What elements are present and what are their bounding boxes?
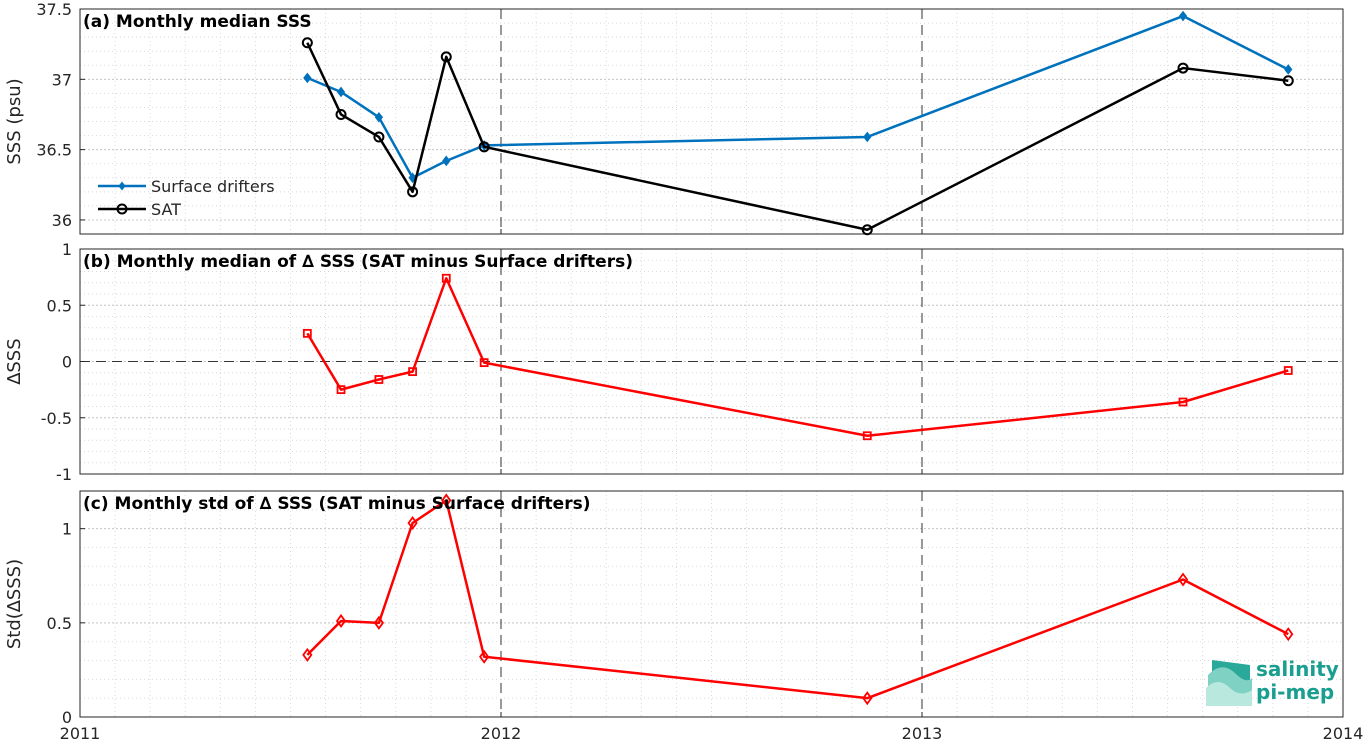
logo-line1: salinity [1256, 657, 1339, 681]
grid-layer [80, 8, 1343, 718]
panel-3-ytick-label: 1 [62, 520, 72, 539]
legend-label: Surface drifters [151, 177, 275, 196]
panel-3-ytick-label: 0.5 [47, 614, 72, 633]
panel-2-ytick-label: 1 [62, 240, 72, 259]
panel-2-point [408, 367, 417, 377]
panel-2-point [1283, 366, 1293, 375]
panel-1-point [863, 131, 872, 143]
panel-1-frame [79, 8, 1344, 235]
panel-1-point [1284, 64, 1293, 75]
panel-3-point [479, 649, 490, 664]
panel-1-point [301, 37, 313, 49]
panel-3-ylabel: Std(∆SSS) [4, 559, 25, 649]
panel-3-point [335, 613, 347, 628]
panel-2-ytick-label: -0.5 [41, 409, 72, 428]
panel-1-ytick-label: 37 [52, 70, 72, 89]
data-layer [301, 10, 1294, 706]
panel-1-point [1178, 10, 1188, 22]
panel-3-point [373, 615, 385, 630]
panel-1-point [335, 108, 347, 120]
xtick-label: 2012 [481, 724, 522, 743]
panel-2-ytick-label: 0 [62, 353, 72, 372]
panel-2-point [479, 358, 489, 368]
panel-1-point [407, 186, 419, 198]
panel-1-series-2-line [306, 42, 1289, 232]
panel-3-point [862, 691, 873, 706]
panel-3-point [1283, 627, 1294, 642]
xtick-label: 2013 [902, 724, 943, 743]
panel-1-title: (a) Monthly median SSS [83, 12, 312, 32]
panel-1-ytick-label: 36 [52, 211, 72, 230]
panel-2-point [441, 273, 451, 283]
panel-1-point [1177, 62, 1189, 74]
panel-1-point [442, 155, 451, 167]
panel-3-series-1-line [306, 499, 1289, 700]
panel-2-point [374, 375, 384, 384]
legend-marker [116, 203, 128, 215]
panel-1-point [861, 224, 873, 236]
panel-3-ytick-label: 0 [62, 708, 72, 727]
panel-2-title: (b) Monthly median of ∆ SSS (SAT minus S… [83, 252, 633, 272]
panel-1-ytick-label: 37.5 [36, 0, 72, 19]
panel-3-point [1177, 572, 1189, 587]
xtick-label: 2011 [60, 724, 101, 743]
logo-wave-icon [1206, 660, 1252, 706]
panel-2-ytick-label: 0.5 [47, 296, 72, 315]
panel-1-point [374, 111, 384, 123]
text-layer: 36 36.5 37 37.5 SSS (psu) (a) Monthly median … [4, 0, 1363, 743]
panel-3-point [302, 647, 313, 662]
panel-2-point [302, 328, 312, 338]
panel-1-point [478, 141, 490, 153]
legend-label: SAT [151, 200, 181, 219]
panel-2-ytick-label: -1 [56, 465, 72, 484]
panel-1-point [336, 86, 346, 98]
panel-2-ylabel: ∆SSS [4, 338, 25, 385]
panel-1-ylabel: SSS (psu) [4, 78, 25, 164]
panel-1-point [440, 51, 452, 63]
panel-3-title: (c) Monthly std of ∆ SSS (SAT minus Surf… [83, 494, 590, 514]
panel-2-point [1178, 397, 1188, 407]
salinity-pi-mep-logo: salinity pi-mep [1206, 657, 1339, 706]
panel-1-point [303, 72, 312, 84]
panel-2-point [336, 385, 346, 395]
legend-marker [118, 181, 126, 191]
xtick-label: 2014 [1323, 724, 1364, 743]
panel-1-ytick-label: 36.5 [36, 141, 72, 160]
panel-1-point [1282, 75, 1294, 87]
panel-3-point [441, 493, 452, 508]
legend: Surface drifters SAT [98, 177, 275, 219]
logo-line2: pi-mep [1256, 680, 1334, 704]
panel-1-point [373, 131, 385, 143]
panel-3-frame [79, 490, 1344, 718]
panel-2-series-1-line [306, 277, 1289, 437]
axes-layer [79, 8, 1344, 718]
panel-2-point [862, 431, 872, 441]
panel-3-point [407, 515, 418, 531]
